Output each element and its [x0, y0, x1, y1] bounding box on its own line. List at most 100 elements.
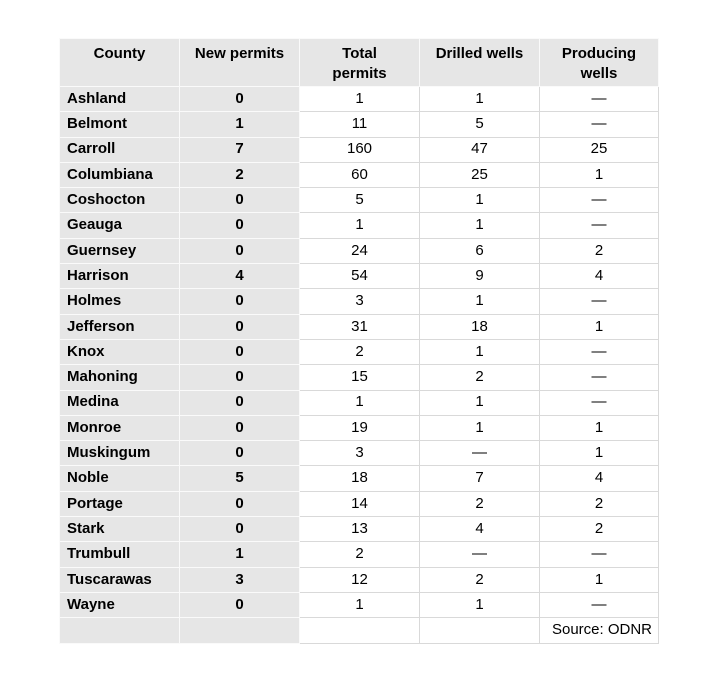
producing-wells-cell: 25: [539, 136, 659, 163]
new-permits-cell: 2: [179, 161, 300, 189]
total-permits-cell: 3: [299, 440, 420, 467]
new-permits-cell: 0: [179, 364, 300, 391]
drilled-wells-cell: 4: [419, 516, 540, 543]
total-permits-cell: 15: [299, 364, 420, 391]
total-permits-cell: 14: [299, 490, 420, 518]
new-permits-cell: 0: [179, 212, 300, 239]
total-permits-cell: 1: [299, 591, 420, 619]
header-row: County New permits Total permits Drilled…: [59, 38, 659, 87]
new-permits-cell: 0: [179, 440, 300, 467]
new-permits-cell: 4: [179, 263, 300, 290]
drilled-wells-cell: 1: [419, 288, 540, 315]
total-permits-cell: 1: [299, 212, 420, 239]
drilled-wells-cell: 2: [419, 490, 540, 518]
new-permits-cell: 1: [179, 541, 300, 568]
producing-wells-cell: —: [539, 541, 659, 568]
producing-wells-cell: 2: [539, 237, 659, 265]
source-label: Source: ODNR: [539, 617, 659, 645]
producing-wells-cell: 1: [539, 313, 659, 340]
empty-cell: [179, 617, 300, 645]
total-permits-cell: 2: [299, 541, 420, 568]
new-permits-cell: 0: [179, 516, 300, 543]
county-cell: Knox: [59, 338, 180, 366]
table-row: Holmes 0 3 1 —: [59, 288, 659, 315]
drilled-wells-cell: —: [419, 440, 540, 467]
county-cell: Trumbull: [59, 541, 180, 568]
table-row: Mahoning 0 15 2 —: [59, 364, 659, 391]
producing-wells-cell: 1: [539, 440, 659, 467]
empty-cell: [419, 617, 540, 645]
table-row: Monroe 0 19 1 1: [59, 414, 659, 442]
county-cell: Muskingum: [59, 440, 180, 467]
county-cell: Mahoning: [59, 364, 180, 391]
column-header-drilled-wells: Drilled wells: [419, 38, 540, 87]
producing-wells-cell: 1: [539, 161, 659, 189]
column-header-total-permits: Total permits: [299, 38, 420, 87]
county-cell: Carroll: [59, 136, 180, 163]
producing-wells-cell: —: [539, 591, 659, 619]
new-permits-cell: 0: [179, 313, 300, 340]
drilled-wells-cell: 18: [419, 313, 540, 340]
total-permits-cell: 1: [299, 389, 420, 416]
total-permits-cell: 31: [299, 313, 420, 340]
producing-wells-cell: 1: [539, 566, 659, 593]
drilled-wells-cell: 1: [419, 187, 540, 214]
county-cell: Tuscarawas: [59, 566, 180, 593]
drilled-wells-cell: 2: [419, 364, 540, 391]
total-permits-cell: 60: [299, 161, 420, 189]
drilled-wells-cell: 6: [419, 237, 540, 265]
total-permits-cell: 19: [299, 414, 420, 442]
total-permits-cell: 13: [299, 516, 420, 543]
table-row: Carroll 7 160 47 25: [59, 136, 659, 163]
column-header-producing-wells: Producing wells: [539, 38, 659, 87]
table-row: Knox 0 2 1 —: [59, 338, 659, 366]
county-cell: Portage: [59, 490, 180, 518]
county-cell: Coshocton: [59, 187, 180, 214]
total-permits-cell: 18: [299, 465, 420, 492]
table-row: Muskingum 0 3 — 1: [59, 440, 659, 467]
drilled-wells-cell: 1: [419, 591, 540, 619]
county-cell: Harrison: [59, 263, 180, 290]
source-row: Source: ODNR: [59, 617, 659, 645]
county-cell: Monroe: [59, 414, 180, 442]
new-permits-cell: 7: [179, 136, 300, 163]
county-permits-table: County New permits Total permits Drilled…: [59, 38, 659, 645]
new-permits-cell: 0: [179, 389, 300, 416]
total-permits-cell: 24: [299, 237, 420, 265]
new-permits-cell: 0: [179, 338, 300, 366]
producing-wells-cell: —: [539, 85, 659, 113]
producing-wells-cell: —: [539, 389, 659, 416]
table-row: Portage 0 14 2 2: [59, 490, 659, 518]
table-row: Wayne 0 1 1 —: [59, 591, 659, 619]
producing-wells-cell: —: [539, 212, 659, 239]
producing-wells-cell: 2: [539, 490, 659, 518]
new-permits-cell: 0: [179, 288, 300, 315]
county-cell: Belmont: [59, 111, 180, 138]
table-row: Noble 5 18 7 4: [59, 465, 659, 492]
producing-wells-cell: —: [539, 111, 659, 138]
county-cell: Ashland: [59, 85, 180, 113]
drilled-wells-cell: 47: [419, 136, 540, 163]
producing-wells-cell: —: [539, 288, 659, 315]
producing-wells-cell: 4: [539, 263, 659, 290]
drilled-wells-cell: 9: [419, 263, 540, 290]
drilled-wells-cell: 1: [419, 414, 540, 442]
new-permits-cell: 1: [179, 111, 300, 138]
table-row: Stark 0 13 4 2: [59, 516, 659, 543]
total-permits-cell: 12: [299, 566, 420, 593]
county-cell: Jefferson: [59, 313, 180, 340]
county-cell: Guernsey: [59, 237, 180, 265]
drilled-wells-cell: —: [419, 541, 540, 568]
total-permits-cell: 160: [299, 136, 420, 163]
total-permits-cell: 11: [299, 111, 420, 138]
empty-cell: [59, 617, 180, 645]
county-cell: Holmes: [59, 288, 180, 315]
producing-wells-cell: 1: [539, 414, 659, 442]
county-cell: Medina: [59, 389, 180, 416]
total-permits-cell: 5: [299, 187, 420, 214]
total-permits-cell: 2: [299, 338, 420, 366]
county-cell: Noble: [59, 465, 180, 492]
drilled-wells-cell: 1: [419, 85, 540, 113]
total-permits-cell: 54: [299, 263, 420, 290]
drilled-wells-cell: 1: [419, 212, 540, 239]
